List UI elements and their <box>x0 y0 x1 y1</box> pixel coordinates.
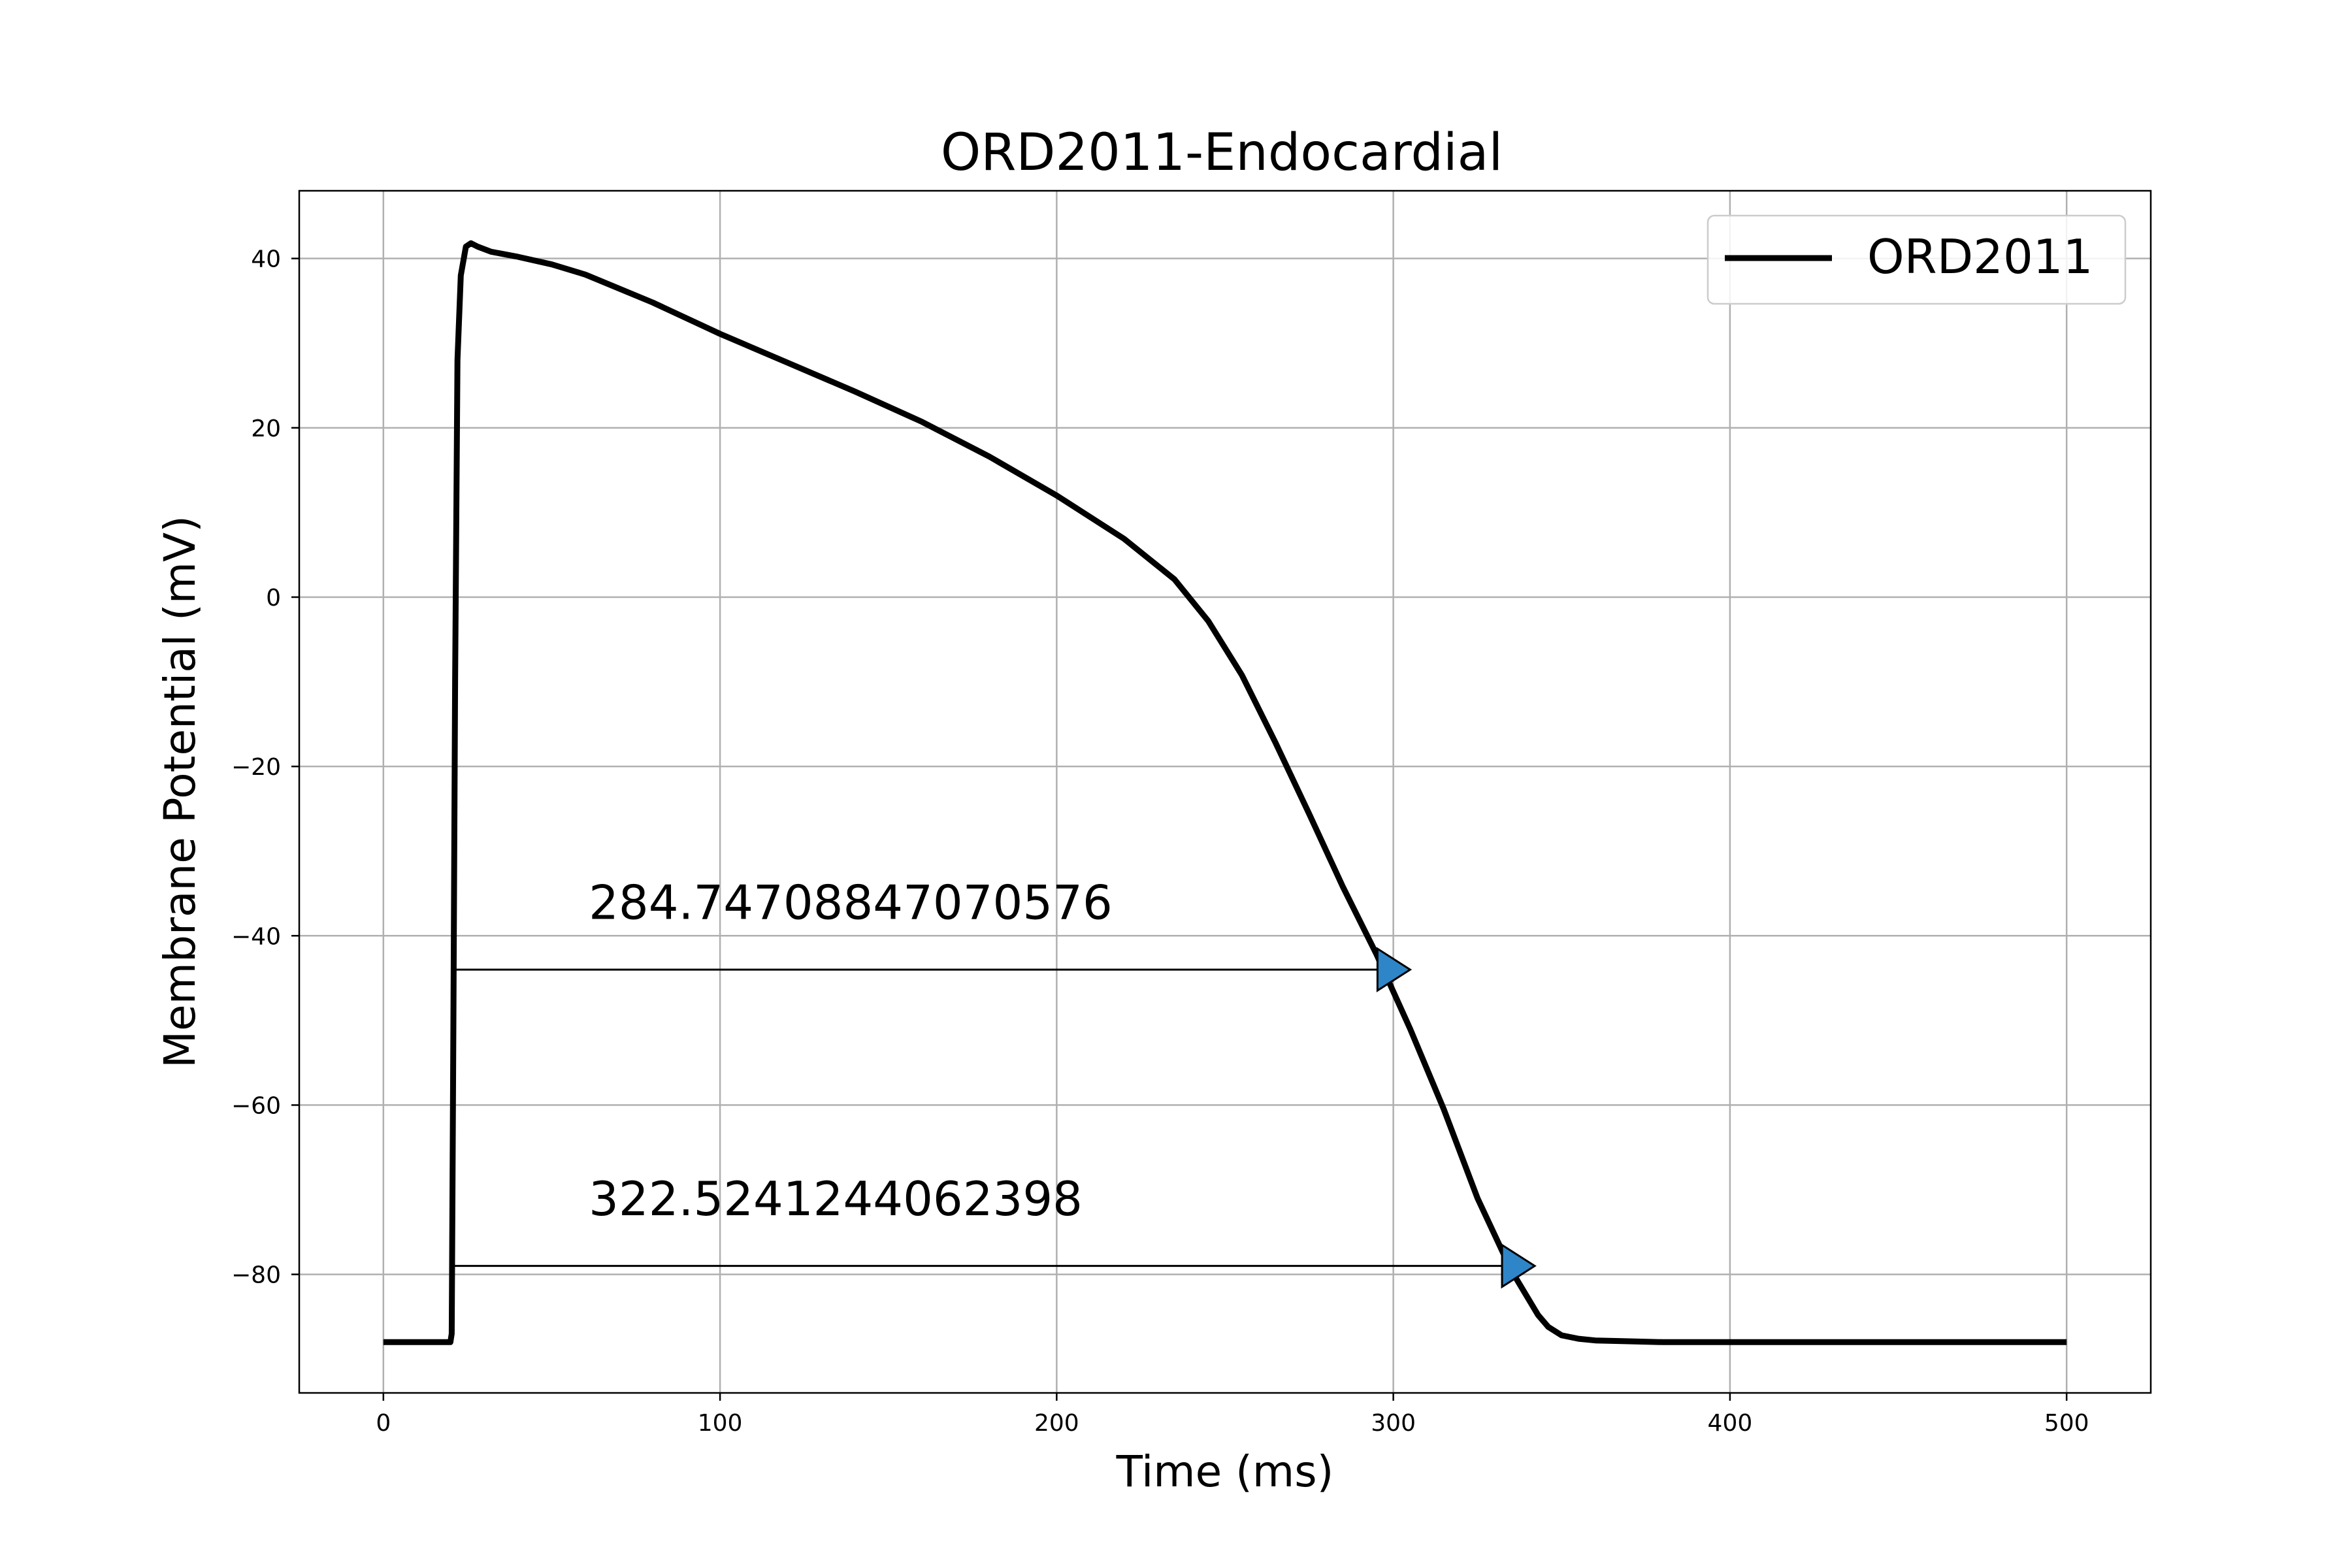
series-line-ord2011 <box>383 240 2067 1345</box>
x-axis-label: Time (ms) <box>1116 1446 1334 1497</box>
legend-label: ORD2011 <box>1867 229 2093 284</box>
x-tick-label: 500 <box>2044 1410 2089 1437</box>
y-axis-ticks: 40 20 0 −20 −40 −60 −80 <box>231 246 299 1289</box>
y-tick-label: −20 <box>231 754 281 781</box>
y-tick-label: 20 <box>251 416 281 442</box>
y-tick-label: −40 <box>231 923 281 950</box>
x-tick-label: 100 <box>698 1410 743 1437</box>
chart-title: ORD2011-Endocardial <box>941 123 1503 182</box>
plot-frame <box>298 189 2152 1394</box>
legend-box <box>1707 214 2127 305</box>
y-tick-label: −60 <box>231 1092 281 1119</box>
legend: ORD2011 <box>1707 214 2127 305</box>
y-tick-label: 40 <box>251 246 281 273</box>
x-tick-label: 300 <box>1371 1410 1416 1437</box>
x-tick-label: 0 <box>376 1410 391 1437</box>
annotation-arrow-head <box>1376 947 1413 992</box>
x-tick-label: 400 <box>1708 1410 1753 1437</box>
y-axis-label: Membrane Potential (mV) <box>155 515 205 1068</box>
annotation-label: 284.74708847070576 <box>589 875 1113 930</box>
series-layer <box>383 240 2067 1345</box>
x-tick-label: 200 <box>1034 1410 1079 1437</box>
annotation-label: 322.5241244062398 <box>589 1171 1083 1226</box>
grid <box>299 191 2151 1393</box>
annotations: 284.74708847070576 322.5241244062398 <box>454 875 1537 1289</box>
annotation-arrow-head <box>1501 1243 1537 1289</box>
y-tick-label: 0 <box>266 585 281 612</box>
y-tick-label: −80 <box>231 1262 281 1289</box>
x-axis-ticks: 0 100 200 300 400 500 <box>376 1393 2089 1437</box>
